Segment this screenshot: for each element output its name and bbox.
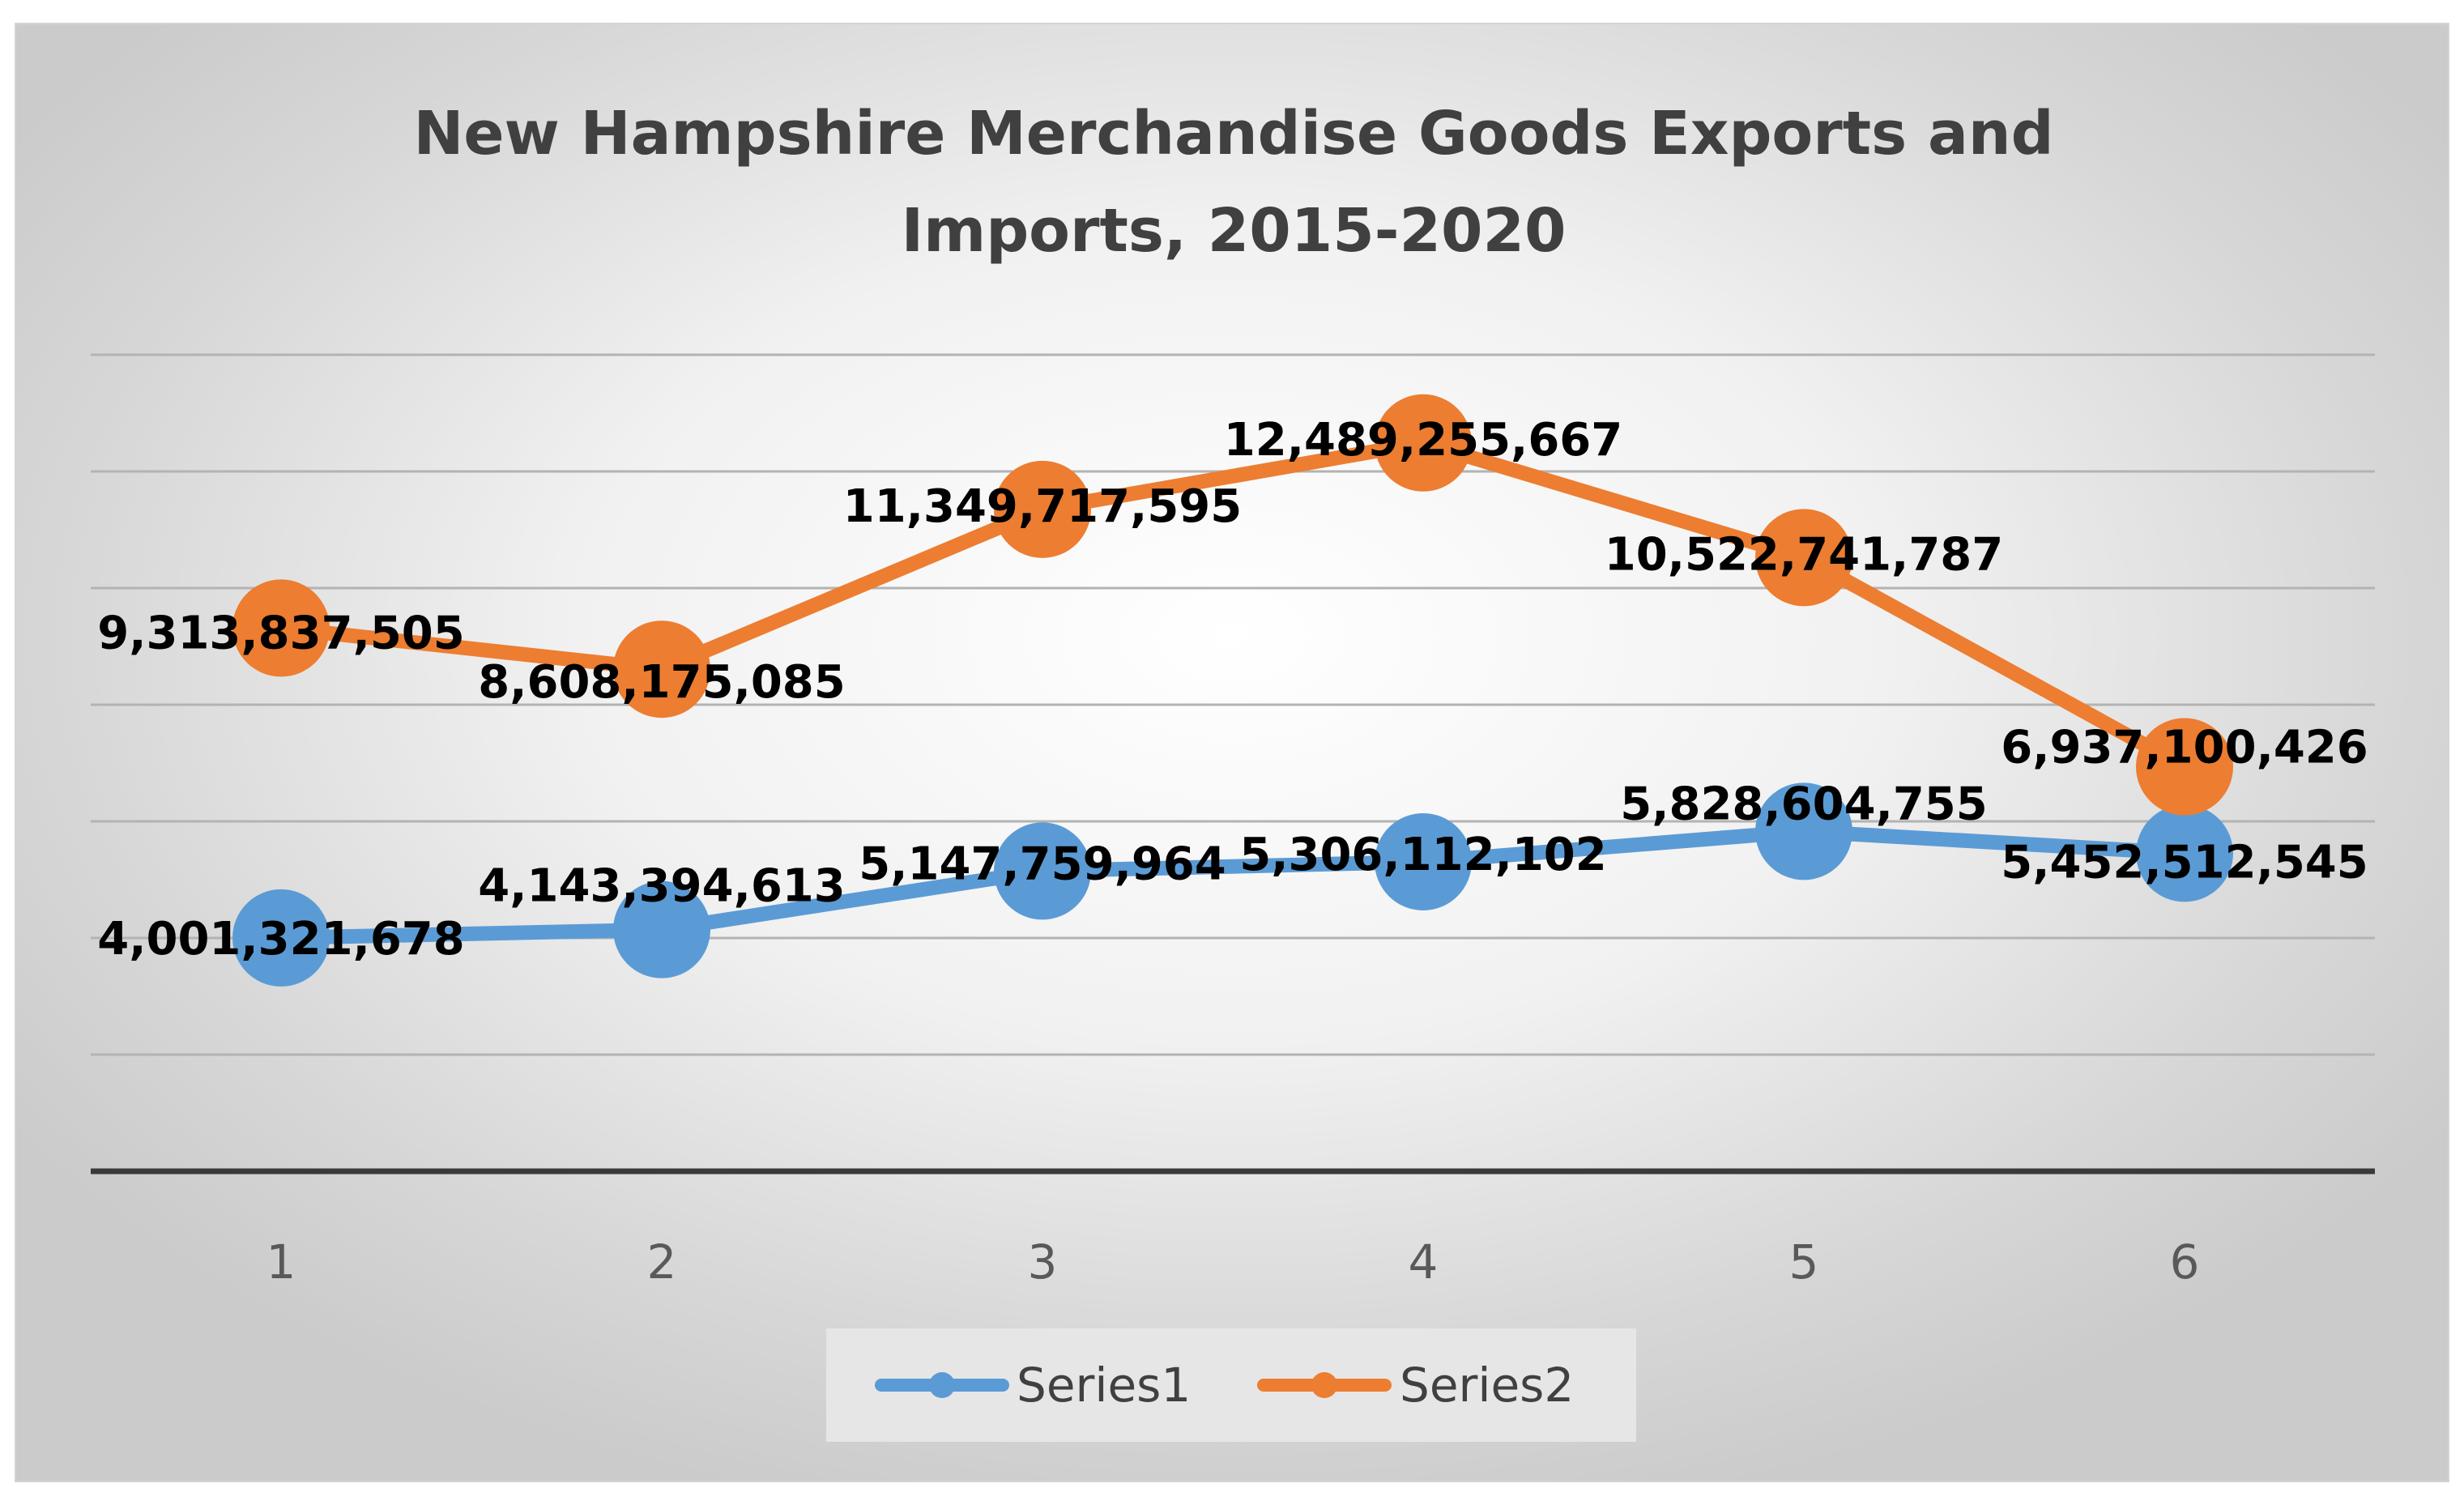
legend-series1-marker <box>929 1372 955 1398</box>
chart-title-line-1: New Hampshire Merchandise Goods Exports … <box>413 99 2053 168</box>
series-line-series2 <box>274 435 2192 774</box>
series-line-series1 <box>274 824 2192 945</box>
series-lines <box>274 435 2192 945</box>
data-point <box>1375 394 1472 492</box>
data-label: 10,522,741,787 <box>1605 528 2003 581</box>
data-label: 12,489,255,667 <box>1224 414 1622 467</box>
x-tick-label: 4 <box>1409 1234 1439 1290</box>
data-label: 5,828,604,755 <box>1620 778 1987 830</box>
data-point <box>1755 509 1852 607</box>
data-point <box>1755 782 1852 880</box>
data-point <box>232 889 330 987</box>
data-label: 11,349,717,595 <box>843 480 1242 533</box>
x-tick-label: 2 <box>647 1234 677 1290</box>
data-point <box>1375 812 1472 910</box>
data-point <box>232 579 330 677</box>
legend-series1-label: Series1 <box>1017 1358 1191 1413</box>
data-label: 5,452,512,545 <box>2001 836 2368 889</box>
data-point <box>2136 804 2233 902</box>
data-label: 4,001,321,678 <box>97 913 464 966</box>
x-tick-label: 5 <box>1789 1234 1819 1290</box>
data-label: 9,313,837,505 <box>97 607 464 659</box>
x-tick-label: 1 <box>266 1234 296 1290</box>
data-label: 8,608,175,085 <box>478 656 845 709</box>
line-chart: 1 2 3 4 5 6 4,001,321,678 4,143,394,613 5,147,7… <box>91 99 2375 1442</box>
data-point <box>613 880 710 978</box>
chart-title-line-2: Imports, 2015-2020 <box>902 196 1567 266</box>
chart-area: 1 2 3 4 5 6 4,001,321,678 4,143,394,613 5,147,7… <box>15 23 2449 1482</box>
data-point <box>994 822 1091 920</box>
data-label: 5,147,759,964 <box>859 838 1226 890</box>
data-label: 4,143,394,613 <box>478 860 845 913</box>
series-markers <box>232 394 2233 987</box>
data-label: 6,937,100,426 <box>2001 722 2368 774</box>
x-tick-label: 6 <box>2170 1234 2200 1290</box>
chart-title: New Hampshire Merchandise Goods Exports … <box>413 99 2053 266</box>
x-axis: 1 2 3 4 5 6 <box>91 1168 2375 1290</box>
x-tick-label: 3 <box>1028 1234 1058 1290</box>
legend: Series1 Series2 <box>826 1328 1636 1442</box>
legend-series2-label: Series2 <box>1400 1358 1574 1413</box>
data-point <box>994 460 1091 558</box>
data-label: 5,306,112,102 <box>1239 829 1606 881</box>
data-point <box>2136 718 2233 816</box>
legend-series2-marker <box>1311 1372 1337 1398</box>
data-point <box>613 620 710 718</box>
